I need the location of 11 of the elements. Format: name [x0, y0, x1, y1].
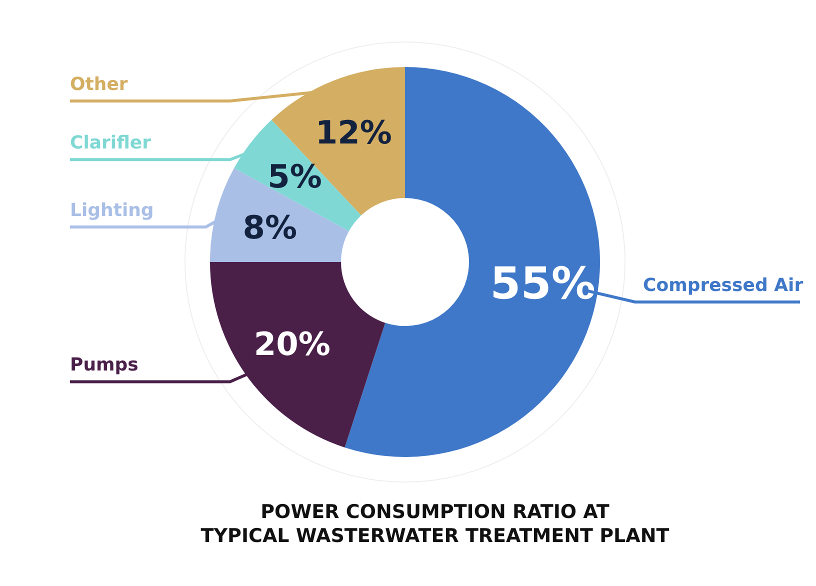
- slice-label: Lighting: [70, 200, 154, 221]
- data-label: 5%: [268, 158, 322, 196]
- slice-label: Clarifler: [70, 132, 152, 154]
- slice-label: Pumps: [70, 354, 138, 376]
- text: POWER CONSUMPTION RATIO AT TYPICAL WASTERWATER TREATMENT PLANT: [200, 501, 670, 547]
- data-label: 12%: [315, 113, 392, 152]
- data-label: 20%: [254, 324, 330, 363]
- data-label: 55%: [490, 258, 596, 310]
- slice-label: Compressed Air: [643, 274, 804, 296]
- slice-label: Other: [70, 74, 128, 95]
- data-label: 8%: [242, 208, 298, 246]
